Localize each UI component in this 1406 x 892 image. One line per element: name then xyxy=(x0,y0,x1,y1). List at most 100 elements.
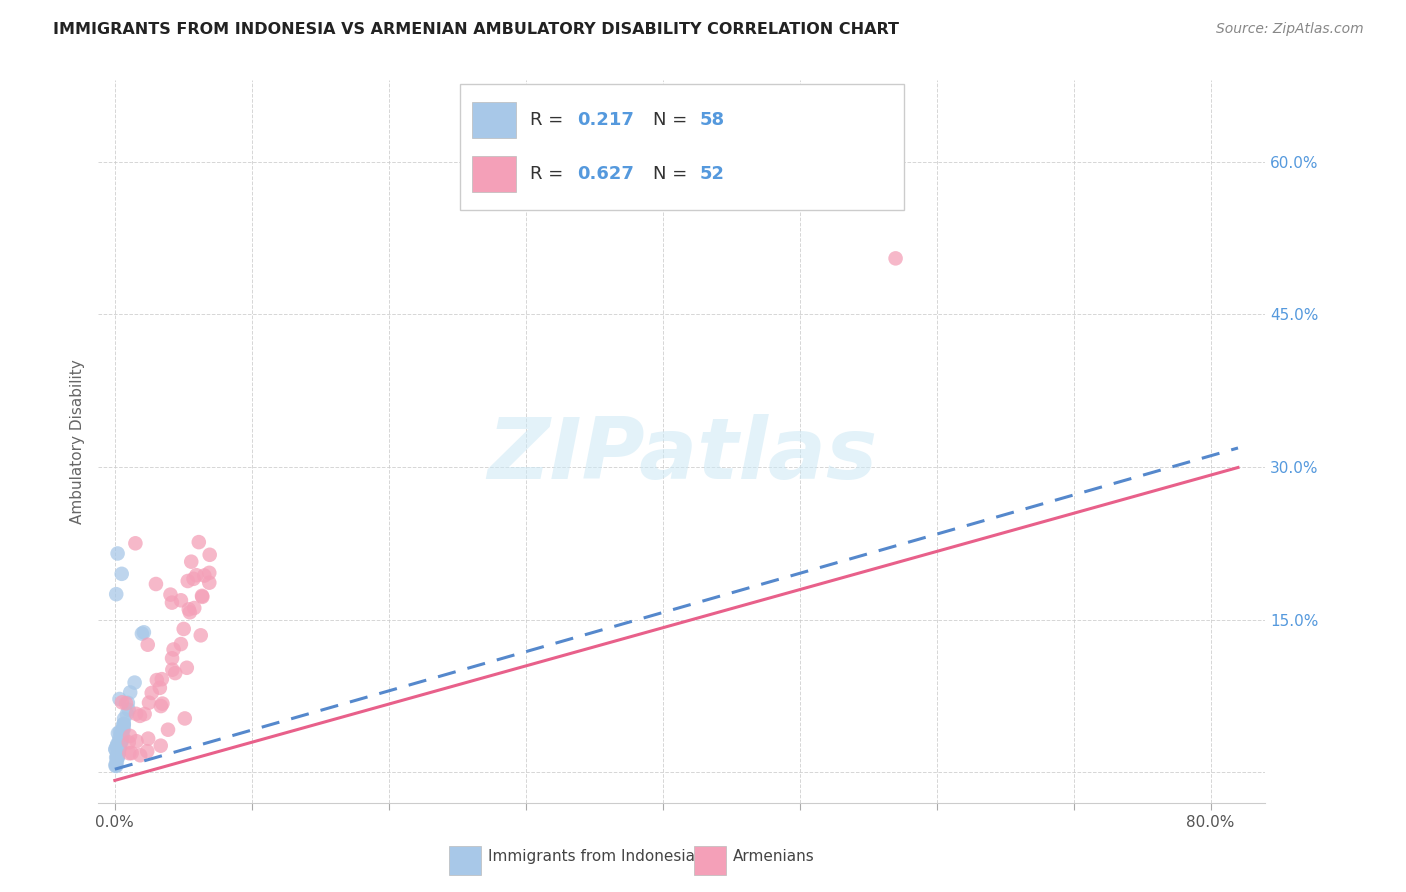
Point xyxy=(107,726,129,740)
Point xyxy=(111,734,134,748)
FancyBboxPatch shape xyxy=(460,84,904,211)
Point xyxy=(149,681,172,695)
Point xyxy=(165,666,187,681)
Point xyxy=(107,750,129,764)
Point xyxy=(108,731,131,746)
Point xyxy=(149,739,172,753)
Point xyxy=(121,746,143,760)
Point xyxy=(105,750,128,764)
Point xyxy=(177,602,200,616)
Text: 52: 52 xyxy=(699,165,724,183)
Point xyxy=(111,733,134,747)
Point xyxy=(160,651,183,665)
Point xyxy=(125,706,148,721)
Point xyxy=(107,750,129,764)
Text: 58: 58 xyxy=(699,111,724,129)
Point xyxy=(110,732,132,747)
Point xyxy=(111,695,134,709)
Point xyxy=(111,566,134,581)
Point xyxy=(173,622,195,636)
Point xyxy=(125,734,148,748)
Point xyxy=(110,737,132,751)
Point xyxy=(162,642,184,657)
Point xyxy=(105,737,128,751)
Point xyxy=(104,742,127,756)
Point xyxy=(105,755,128,769)
Point xyxy=(136,731,159,746)
Point xyxy=(180,555,202,569)
FancyBboxPatch shape xyxy=(449,847,481,875)
Text: Source: ZipAtlas.com: Source: ZipAtlas.com xyxy=(1216,22,1364,37)
Point xyxy=(107,743,129,757)
Point xyxy=(156,723,179,737)
Text: 0.217: 0.217 xyxy=(576,111,634,129)
Point xyxy=(110,732,132,747)
Text: Immigrants from Indonesia: Immigrants from Indonesia xyxy=(488,849,695,864)
Point xyxy=(105,759,128,773)
Point xyxy=(149,699,172,714)
Point xyxy=(187,535,209,549)
Point xyxy=(108,724,131,739)
Point xyxy=(107,740,129,755)
Point xyxy=(117,703,139,717)
Text: ZIPatlas: ZIPatlas xyxy=(486,415,877,498)
Point xyxy=(162,663,184,677)
Point xyxy=(107,739,129,754)
Point xyxy=(198,575,221,590)
Text: R =: R = xyxy=(530,111,569,129)
Point xyxy=(111,729,134,743)
Point xyxy=(198,566,221,580)
Point xyxy=(107,546,129,560)
Point xyxy=(170,637,193,651)
Point xyxy=(141,686,163,700)
Point xyxy=(191,590,214,604)
Point xyxy=(118,746,141,760)
Point xyxy=(115,696,138,710)
Point xyxy=(191,589,214,603)
Point xyxy=(150,672,173,686)
Point xyxy=(104,758,127,772)
Point xyxy=(107,747,129,762)
Point xyxy=(176,661,198,675)
Point xyxy=(107,744,129,758)
Point xyxy=(105,739,128,754)
Point xyxy=(107,738,129,752)
Y-axis label: Ambulatory Disability: Ambulatory Disability xyxy=(69,359,84,524)
Point xyxy=(136,744,159,758)
Point xyxy=(159,588,181,602)
Point xyxy=(105,587,128,601)
Point xyxy=(131,626,153,640)
Point xyxy=(136,638,159,652)
Point xyxy=(129,748,152,763)
Point xyxy=(134,706,156,721)
Point xyxy=(111,723,134,737)
Point xyxy=(112,722,135,736)
Point xyxy=(183,572,205,586)
Point xyxy=(108,692,131,706)
Point xyxy=(115,707,138,722)
Point xyxy=(110,733,132,747)
Point xyxy=(108,741,131,756)
Point xyxy=(112,718,135,732)
Text: N =: N = xyxy=(652,165,693,183)
Point xyxy=(124,536,146,550)
Point xyxy=(107,738,129,752)
Point xyxy=(108,747,131,761)
Point xyxy=(112,717,135,731)
Point xyxy=(146,673,169,687)
Point xyxy=(118,729,141,743)
Point xyxy=(108,740,131,755)
Point xyxy=(129,709,152,723)
Point xyxy=(145,577,167,591)
Text: 0.627: 0.627 xyxy=(576,165,634,183)
Point xyxy=(152,697,174,711)
FancyBboxPatch shape xyxy=(472,102,516,138)
Point xyxy=(170,593,193,607)
Point xyxy=(124,675,146,690)
Point xyxy=(884,252,907,266)
Point xyxy=(183,601,205,615)
Point xyxy=(193,568,215,582)
Point xyxy=(173,711,195,725)
Text: N =: N = xyxy=(652,111,693,129)
Point xyxy=(107,739,129,754)
